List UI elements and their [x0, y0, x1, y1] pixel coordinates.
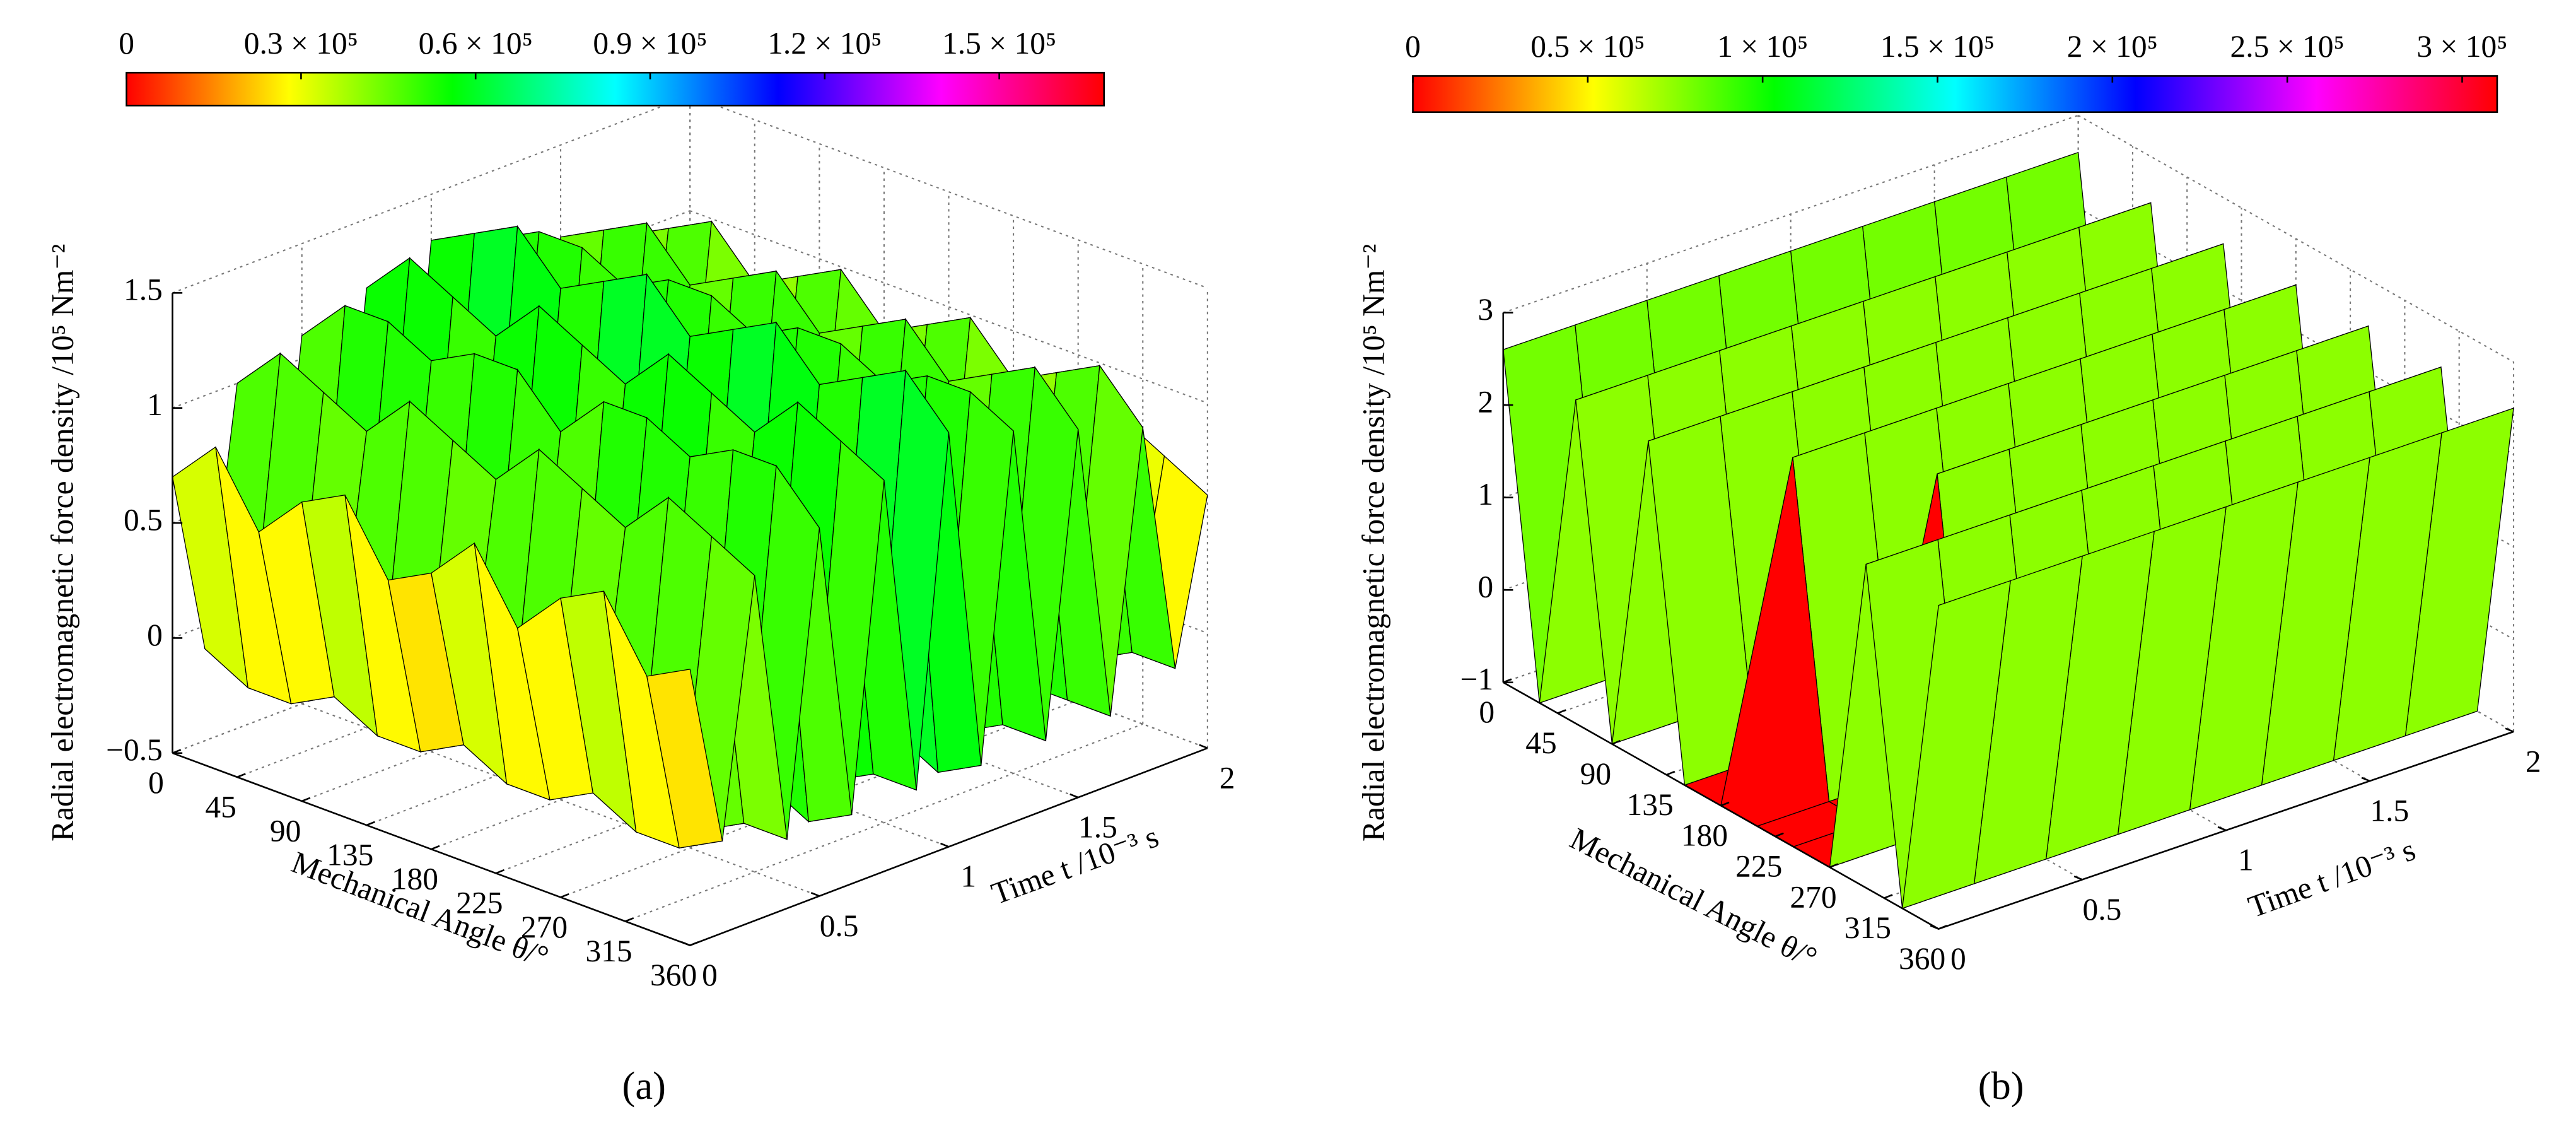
x-tick-label: 315	[1845, 910, 1891, 945]
colorbar-tick-label: 2.5 × 10⁵	[2230, 29, 2345, 64]
y-tick-label: 0.5	[2082, 892, 2121, 927]
y-tick-label: 2	[2526, 744, 2541, 778]
x-tick-label: 360	[1899, 941, 1945, 976]
x-tick-label: 135	[327, 838, 373, 872]
x-tick	[301, 797, 311, 802]
y-tick	[1199, 744, 1208, 749]
x-tick-label: 180	[1681, 818, 1728, 853]
y-tick-label: 1	[2238, 843, 2254, 877]
z-tick-label: 0.5	[124, 502, 163, 537]
x-tick	[366, 821, 375, 826]
z-tick-label: 1.5	[124, 273, 163, 307]
z-tick-label: −1	[1460, 662, 1493, 696]
x-tick-label: 45	[205, 789, 236, 824]
y-tick	[2361, 777, 2370, 782]
z-grid-line	[689, 210, 1208, 404]
x-tick	[1557, 709, 1566, 714]
colorbar-tick-label: 2 × 10⁵	[2067, 29, 2158, 64]
z-axis-label: Radial electromagnetic force density /10…	[1356, 244, 1391, 842]
z-grid-line	[689, 95, 1208, 289]
surface-patch	[646, 669, 723, 848]
colorbar-tick-label: 3 × 10⁵	[2416, 29, 2507, 64]
x-tick	[1829, 863, 1839, 869]
x-tick	[560, 893, 569, 898]
y-axis-label: Time t /10⁻³ s	[987, 819, 1163, 911]
x-tick	[1938, 925, 1947, 930]
colorbar-tick-label: 0.5 × 10⁵	[1530, 29, 1645, 64]
y-tick-label: 0.5	[820, 908, 859, 943]
x-tick	[625, 917, 634, 922]
x-tick	[1775, 832, 1784, 838]
colorbar-tick-label: 1.5 × 10⁵	[1880, 29, 1995, 64]
y-tick-label: 1.5	[1078, 810, 1117, 845]
caption: (a)	[622, 1064, 666, 1108]
y-tick	[940, 842, 950, 848]
colorbar-tick-label: 0.6 × 10⁵	[419, 26, 533, 61]
y-tick-label: 1	[960, 859, 976, 894]
x-tick	[1720, 801, 1730, 807]
x-tick-label: 225	[1735, 848, 1782, 883]
x-tick-label: 90	[270, 813, 301, 848]
colorbar-tick-label: 0	[1405, 29, 1421, 64]
colorbar-tick-label: 1.2 × 10⁵	[767, 26, 882, 61]
y-tick	[810, 892, 820, 897]
x-tick	[1884, 894, 1893, 899]
caption: (b)	[1978, 1064, 2024, 1108]
x-tick-label: 0	[1479, 695, 1495, 729]
z-tick-label: 1	[147, 387, 163, 422]
y-tick	[681, 941, 691, 946]
colorbar-tick-label: 0	[119, 26, 134, 61]
x-tick-label: 225	[456, 886, 503, 920]
x-tick-label: 0	[148, 765, 164, 800]
x-tick	[172, 749, 182, 754]
y-tick	[2217, 826, 2227, 831]
x-tick	[1611, 740, 1621, 745]
colorbar	[1412, 75, 2498, 114]
x-grid-line	[625, 723, 1143, 922]
y-tick-label: 2	[1220, 760, 1235, 795]
x-tick-label: 45	[1525, 725, 1556, 760]
x-tick-label: 270	[1790, 879, 1836, 914]
x-tick	[689, 941, 699, 946]
x-tick-label: 270	[521, 910, 568, 944]
y-tick	[2505, 727, 2514, 733]
colorbar-tick-label: 0.3 × 10⁵	[244, 26, 358, 61]
colorbar-tick-label: 0.9 × 10⁵	[593, 26, 707, 61]
y-tick-label: 0	[1950, 941, 1966, 976]
y-tick-label: 1.5	[2370, 794, 2409, 828]
x-tick	[431, 845, 440, 850]
z-grid-line	[172, 95, 691, 294]
x-tick-label: 90	[1580, 756, 1611, 791]
y-axis-label: Time t /10⁻³ s	[2244, 832, 2420, 924]
x-tick	[236, 773, 246, 778]
x-tick-label: 135	[1627, 787, 1674, 822]
surface-patch	[1901, 580, 2011, 909]
y-tick-label: 0	[702, 958, 718, 992]
colorbar-tick-label: 1.5 × 10⁵	[942, 26, 1056, 61]
y-tick	[1069, 793, 1079, 799]
y-tick	[1930, 925, 1939, 930]
z-tick-label: 3	[1477, 292, 1493, 327]
z-tick-label: −0.5	[106, 732, 163, 767]
y-tick	[2073, 875, 2083, 881]
z-axis-label: Radial electromagnetic force density /10…	[45, 244, 80, 842]
colorbar-tick-label: 1 × 10⁵	[1717, 29, 1808, 64]
colorbar	[125, 71, 1105, 107]
z-tick-label: 2	[1477, 384, 1493, 419]
x-tick-label: 360	[650, 958, 697, 992]
z-tick-label: 0	[147, 618, 163, 652]
z-tick-label: 0	[1477, 570, 1493, 604]
x-tick-label: 315	[585, 934, 632, 968]
x-tick-label: 180	[392, 862, 438, 896]
x-tick	[1666, 770, 1676, 776]
x-tick	[495, 869, 504, 874]
z-tick-label: 1	[1477, 477, 1493, 512]
x-tick	[1503, 678, 1512, 683]
